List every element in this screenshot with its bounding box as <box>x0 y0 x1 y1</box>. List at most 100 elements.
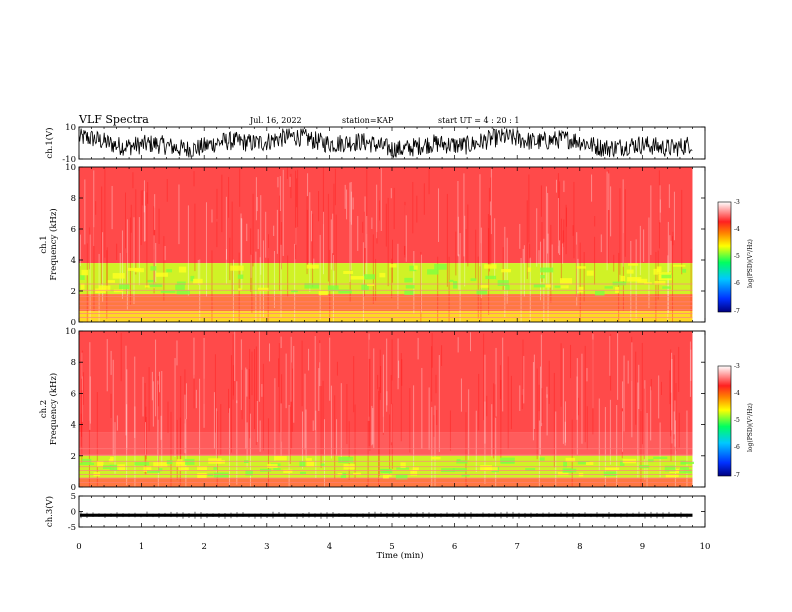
spectrogram-streak <box>176 340 178 366</box>
spectrogram-streak <box>295 227 297 245</box>
spectrogram-streak <box>565 207 567 227</box>
spectrogram-streak <box>586 368 588 382</box>
spectrogram-streak <box>96 392 98 486</box>
spectrogram-streak <box>364 196 366 249</box>
spectrogram-streak <box>608 173 610 211</box>
spectrogram-streak <box>538 420 540 487</box>
spectrogram-patch <box>626 269 634 274</box>
spectrogram-patch <box>306 461 315 467</box>
spectrogram-streak <box>120 332 122 382</box>
spectrogram-patch <box>337 473 343 476</box>
spectrogram-streak <box>673 355 675 440</box>
spectrogram-streak <box>285 353 287 409</box>
spectrogram-streak <box>457 180 459 256</box>
spectrogram-streak <box>158 208 160 244</box>
y-tick-label: 4 <box>71 256 76 266</box>
spectrogram-streak <box>428 168 430 195</box>
spectrogram-streak <box>638 364 640 410</box>
spectrogram-streak <box>668 184 670 208</box>
spectrogram-streak <box>659 185 661 223</box>
spectrogram-streak <box>93 227 95 312</box>
spectrogram-streak <box>392 239 394 283</box>
ch3-waveform-panel: 5 0 -5 ch.3(V) <box>44 492 706 533</box>
spectrogram-streak <box>295 170 297 260</box>
spectrogram-streak <box>234 331 236 382</box>
spectrogram-streak <box>306 196 308 275</box>
spectrogram-streak <box>609 336 611 376</box>
spectrogram-streak <box>446 193 448 287</box>
spectrogram-streak <box>507 356 509 450</box>
spectrogram-streak <box>379 200 381 221</box>
spectrogram-streak <box>391 403 393 469</box>
spectrogram-streak <box>348 421 350 480</box>
spectrogram-streak <box>548 360 550 404</box>
spectrogram-streak <box>376 184 378 239</box>
spectrogram-streak <box>302 411 304 469</box>
spectrogram-streak <box>657 250 659 300</box>
spectrogram-streak <box>88 420 90 487</box>
spectrogram-streak <box>639 225 641 276</box>
spectrogram-streak <box>258 331 260 402</box>
spectrogram-patch <box>237 274 244 279</box>
spectrogram-streak <box>495 417 497 487</box>
y-axis-label: ch.2 <box>39 400 49 418</box>
spectrogram-streak <box>241 369 243 420</box>
spectrogram-patch <box>350 276 366 280</box>
spectrogram-patch <box>501 461 515 464</box>
spectrogram-streak <box>116 415 118 431</box>
spectrogram-patch <box>434 263 447 270</box>
spectrogram-streak <box>540 334 542 427</box>
spectrogram-streak <box>669 235 671 271</box>
spectrogram-streak <box>305 409 307 460</box>
spectrogram-patch <box>299 461 306 467</box>
spectrogram-streak <box>121 230 123 299</box>
spectrogram-patch <box>461 474 470 477</box>
spectrogram-streak <box>289 176 291 187</box>
spectrogram-streak <box>229 237 231 281</box>
spectrogram-streak <box>352 197 354 210</box>
spectrogram-streak <box>564 401 566 443</box>
spectrogram-streak <box>404 205 406 246</box>
spectrogram-streak <box>457 337 459 353</box>
spectrogram-patch <box>134 462 150 466</box>
spectrogram-streak <box>144 205 146 242</box>
spectrogram-streak <box>397 338 399 390</box>
spectrogram-streak <box>293 345 295 423</box>
spectrogram-patch <box>160 290 176 293</box>
ch2-colorbar-tick: -3 <box>734 363 740 370</box>
spectrogram-streak <box>391 339 393 381</box>
spectrogram-streak <box>228 388 230 413</box>
spectrogram-patch <box>644 282 652 285</box>
spectrogram-streak <box>354 404 356 479</box>
spectrogram-streak <box>428 387 430 450</box>
spectrogram-streak <box>280 244 282 318</box>
spectrogram-patch <box>176 281 186 286</box>
y-tick-label: 6 <box>71 389 76 399</box>
spectrogram-streak <box>386 391 388 406</box>
spectrogram-patch <box>456 460 468 464</box>
spectrogram-streak <box>659 422 661 478</box>
spectrogram-streak <box>622 179 624 267</box>
spectrogram-streak <box>391 258 393 299</box>
spectrogram-streak <box>240 339 242 411</box>
spectrogram-streak <box>174 358 176 457</box>
spectrogram-streak <box>246 223 248 242</box>
spectrogram-streak <box>249 413 251 487</box>
spectrogram-streak <box>267 418 269 487</box>
spectrogram-streak <box>346 189 348 220</box>
spectrogram-streak <box>545 186 547 284</box>
spectrogram-streak <box>238 252 240 322</box>
spectrogram-streak <box>211 250 213 322</box>
spectrogram-streak <box>93 170 95 247</box>
spectrogram-streak <box>309 192 311 292</box>
spectrogram-streak <box>405 215 407 262</box>
spectrogram-streak <box>431 407 433 487</box>
spectrogram-streak <box>319 234 321 320</box>
spectrogram-streak <box>586 406 588 450</box>
spectrogram-streak <box>529 257 531 322</box>
y-tick-label: 8 <box>71 358 76 368</box>
spectrogram-streak <box>423 183 425 215</box>
spectrogram-streak <box>95 201 97 215</box>
spectrogram-streak <box>278 358 280 388</box>
spectrogram-streak <box>148 367 150 432</box>
